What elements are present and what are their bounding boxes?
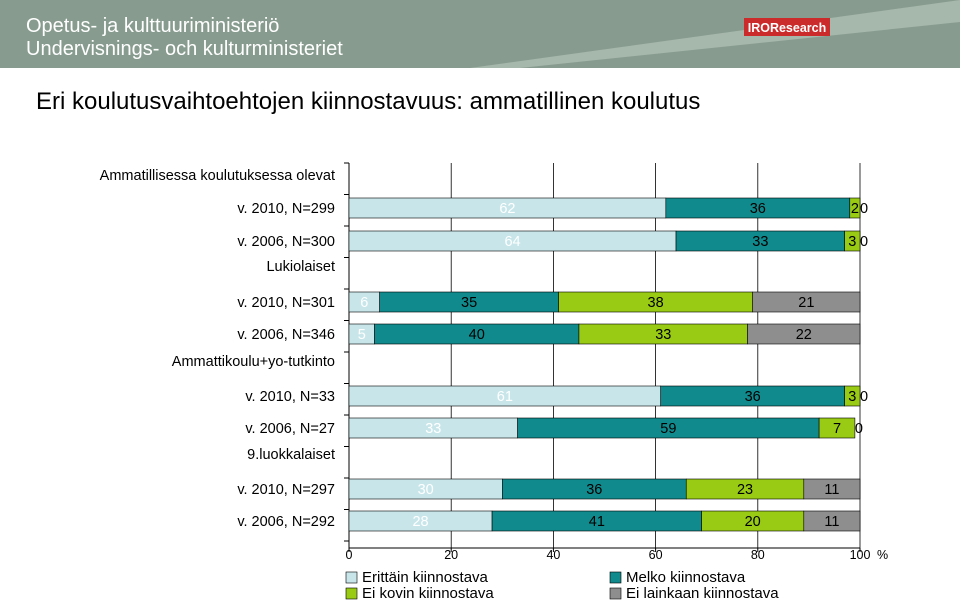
bar-segment [844, 385, 861, 407]
data-label: 64 [504, 234, 520, 250]
bar-segment [803, 510, 861, 532]
legend-swatch [609, 587, 622, 600]
bar-segment [752, 291, 861, 313]
data-label: 40 [469, 327, 485, 343]
data-label: 36 [750, 201, 766, 217]
data-label: 61 [497, 389, 513, 405]
data-label: 3 [848, 389, 856, 405]
category-label: v. 2010, N=299 [237, 201, 335, 217]
group-label: Ammatillisessa koulutuksessa olevat [100, 168, 335, 184]
data-label: 33 [752, 234, 768, 250]
header-banner: Opetus- ja kulttuuriministeriö Undervisn… [0, 0, 960, 68]
category-label: v. 2006, N=346 [237, 327, 335, 343]
legend-label: Ei kovin kiinnostava [362, 585, 494, 602]
data-label: 21 [798, 295, 814, 311]
logo-box [744, 18, 830, 36]
bar-segment [818, 417, 856, 439]
data-label: 5 [358, 327, 366, 343]
bar-segment [844, 230, 861, 252]
category-label: v. 2006, N=292 [237, 514, 335, 530]
ministry-name-sv: Undervisnings- och kulturministeriet [26, 38, 343, 60]
data-label: 0 [860, 201, 868, 217]
category-label: v. 2006, N=27 [245, 421, 335, 437]
category-label: v. 2010, N=297 [237, 482, 335, 498]
data-label: 41 [589, 514, 605, 530]
data-label: 7 [833, 421, 841, 437]
data-label: 6 [360, 295, 368, 311]
x-tick-label-80: 80 [751, 548, 765, 562]
legend-label: Ei lainkaan kiinnostava [626, 585, 779, 602]
data-label: 0 [860, 389, 868, 405]
header-light-stripe [470, 0, 960, 68]
data-label: 62 [499, 201, 515, 217]
data-label: 2 [851, 201, 859, 217]
legend-label: Erittäin kiinnostava [362, 569, 489, 586]
data-label: 0 [860, 234, 868, 250]
ministry-name-fi: Opetus- ja kulttuuriministeriö [26, 15, 279, 37]
data-label: 28 [412, 514, 428, 530]
data-label: 11 [824, 514, 839, 530]
x-tick-label-100: 100 [850, 548, 871, 562]
group-label: Lukiolaiset [266, 259, 335, 275]
group-label: Ammattikoulu+yo-tutkinto [172, 354, 335, 370]
category-label: v. 2006, N=300 [237, 234, 335, 250]
data-label: 33 [425, 421, 441, 437]
data-label: 3 [848, 234, 856, 250]
category-label: v. 2010, N=33 [245, 389, 335, 405]
bar-segment [849, 197, 861, 219]
data-label: 30 [418, 482, 434, 498]
bar-segment [747, 323, 861, 345]
logo-text: IRОResearch [748, 21, 827, 35]
data-label: 38 [648, 295, 664, 311]
data-label: 36 [745, 389, 761, 405]
data-label: 35 [461, 295, 477, 311]
data-label: 59 [660, 421, 676, 437]
x-tick-label-60: 60 [649, 548, 663, 562]
x-tick-label-40: 40 [546, 548, 560, 562]
chart-title: Eri koulutusvaihtoehtojen kiinnostavuus:… [36, 88, 701, 115]
x-axis-unit: % [877, 548, 888, 562]
data-label: 0 [855, 421, 863, 437]
data-label: 20 [745, 514, 761, 530]
category-label: v. 2010, N=301 [237, 295, 335, 311]
bar-segment [803, 478, 861, 500]
legend-swatch [609, 571, 622, 584]
data-label: 11 [824, 482, 839, 498]
x-tick-label-0: 0 [346, 548, 353, 562]
legend-swatch [345, 587, 358, 600]
group-label: 9.luokkalaiset [247, 447, 335, 463]
data-label: 23 [737, 482, 753, 498]
legend-swatch [345, 571, 358, 584]
legend-label: Melko kiinnostava [626, 569, 746, 586]
data-label: 33 [655, 327, 671, 343]
data-label: 36 [586, 482, 602, 498]
x-tick-label-20: 20 [444, 548, 458, 562]
data-label: 22 [796, 327, 812, 343]
